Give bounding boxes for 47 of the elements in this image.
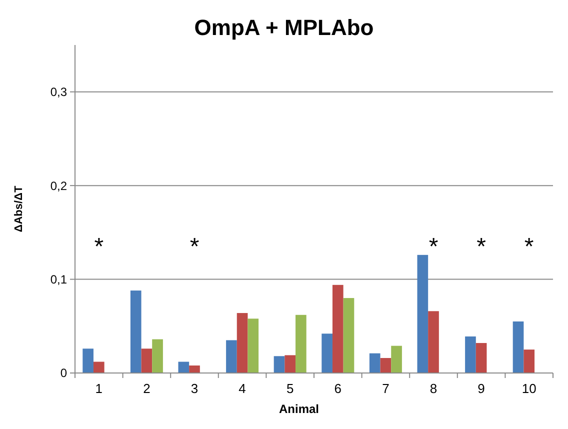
annotation: * — [524, 233, 534, 260]
x-tick-label: 1 — [95, 381, 103, 396]
bar — [322, 334, 332, 373]
x-tick-label: 9 — [478, 381, 485, 396]
bar — [236, 313, 248, 373]
bar — [524, 350, 535, 373]
x-axis-title: Animal — [278, 402, 320, 416]
x-tick-label: 8 — [430, 381, 438, 396]
bar — [465, 336, 476, 373]
bar — [512, 321, 524, 373]
bar — [93, 362, 104, 373]
bar — [428, 311, 439, 373]
y-tick-label: 0,3 — [50, 85, 68, 100]
y-tick-label: 0,2 — [50, 178, 68, 193]
x-tick-label: 7 — [382, 381, 390, 396]
chart-title: OmpA + MPLAbo — [194, 15, 374, 40]
y-tick-label: 0,1 — [50, 272, 68, 286]
x-tick-label: 6 — [334, 381, 342, 396]
bar — [141, 348, 152, 373]
bar — [369, 353, 380, 373]
bar — [189, 366, 200, 373]
annotation: * — [94, 233, 104, 260]
bar — [391, 346, 402, 373]
bar — [296, 314, 306, 373]
bar — [82, 348, 94, 373]
bar — [332, 284, 344, 373]
bar — [380, 358, 392, 373]
y-axis-title: ΔAbs/ΔT — [13, 186, 25, 232]
annotation: * — [476, 233, 486, 260]
bar — [248, 318, 259, 373]
bar — [274, 356, 285, 373]
bar — [152, 339, 163, 373]
x-tick-label: 3 — [190, 381, 198, 396]
bar — [178, 362, 190, 373]
bar — [417, 254, 428, 373]
bar — [476, 343, 487, 373]
bar — [284, 355, 296, 373]
x-tick-label: 4 — [238, 381, 246, 396]
bar — [226, 340, 237, 373]
bar — [343, 298, 354, 373]
x-tick-label: 2 — [143, 381, 150, 396]
x-tick-label: 10 — [522, 381, 536, 396]
bar — [130, 290, 142, 373]
annotation: * — [190, 233, 200, 260]
annotation: * — [428, 233, 438, 260]
x-tick-label: 5 — [286, 381, 294, 396]
y-tick-label: 0 — [60, 366, 68, 380]
